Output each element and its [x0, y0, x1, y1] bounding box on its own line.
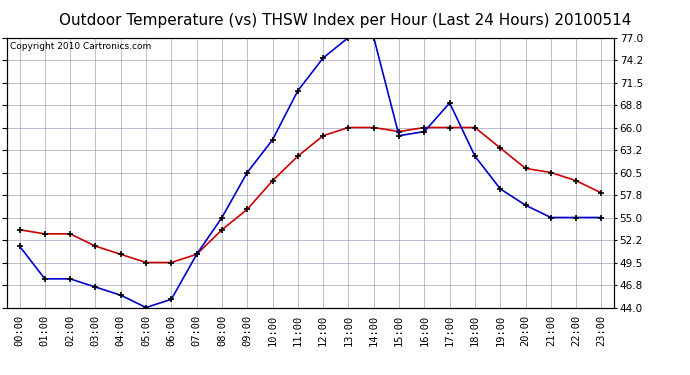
Text: Copyright 2010 Cartronics.com: Copyright 2010 Cartronics.com: [10, 42, 151, 51]
Text: Outdoor Temperature (vs) THSW Index per Hour (Last 24 Hours) 20100514: Outdoor Temperature (vs) THSW Index per …: [59, 13, 631, 28]
